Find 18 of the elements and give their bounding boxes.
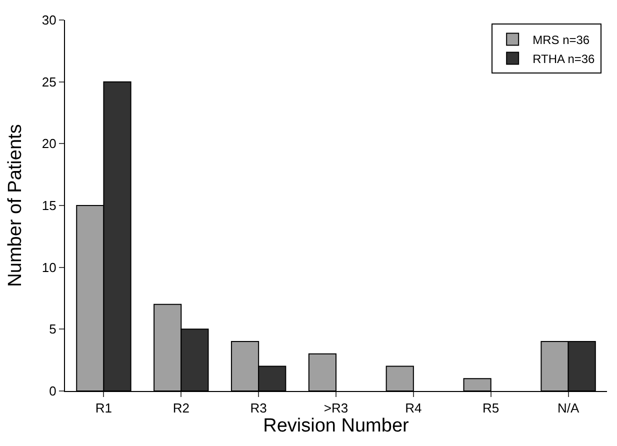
x-tick-label: R4: [405, 400, 422, 416]
y-tick-label: 15: [42, 198, 56, 214]
y-axis-title: Number of Patients: [4, 124, 26, 287]
legend-label: RTHA n=36: [532, 52, 596, 66]
y-tick-label: 25: [42, 74, 56, 90]
x-tick-label: >R3: [324, 400, 348, 416]
x-tick-label: R2: [172, 400, 190, 416]
y-tick-label: 0: [49, 384, 56, 399]
legend-label: MRS n=36: [532, 32, 590, 47]
y-tick-label: 5: [49, 322, 56, 337]
y-tick-label: 20: [42, 136, 56, 152]
y-tick-label: 10: [42, 260, 56, 275]
x-tick-label: R3: [250, 400, 267, 416]
x-axis-title: Revision Number: [263, 416, 410, 437]
x-tick-label: R5: [482, 400, 500, 416]
y-tick-label: 30: [42, 12, 56, 28]
x-tick-label: N/A: [557, 400, 580, 416]
x-tick-label: R1: [95, 400, 112, 416]
